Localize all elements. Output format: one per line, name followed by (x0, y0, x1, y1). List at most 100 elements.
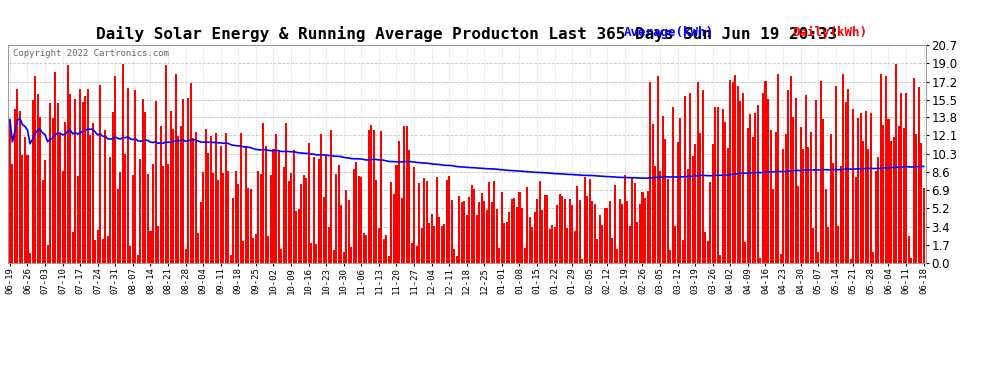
Bar (66, 65, 68, 262)
Bar (360, 177, 362, 262)
Bar (844, 102, 846, 262)
Bar (12, 164, 14, 262)
Bar (395, 165, 398, 262)
Bar (458, 196, 460, 262)
Bar (249, 189, 251, 262)
Bar (37, 94, 39, 262)
Bar (589, 179, 591, 262)
Bar (56, 103, 58, 262)
Bar (903, 129, 905, 262)
Bar (865, 111, 867, 262)
Bar (553, 227, 555, 262)
Bar (689, 93, 691, 262)
Bar (262, 123, 264, 262)
Bar (913, 78, 915, 262)
Bar (411, 243, 413, 262)
Bar (544, 195, 545, 262)
Bar (785, 134, 787, 262)
Text: Daily(kWh): Daily(kWh) (792, 26, 867, 39)
Bar (54, 72, 56, 262)
Bar (192, 138, 194, 262)
Bar (240, 133, 242, 262)
Bar (531, 227, 533, 262)
Bar (740, 101, 742, 262)
Bar (529, 217, 531, 262)
Bar (823, 119, 825, 262)
Bar (664, 139, 666, 262)
Bar (167, 164, 169, 262)
Bar (594, 204, 596, 262)
Bar (656, 76, 658, 262)
Bar (596, 239, 598, 262)
Bar (882, 125, 884, 262)
Bar (867, 149, 869, 262)
Bar (717, 107, 719, 262)
Bar (699, 133, 701, 262)
Bar (746, 128, 748, 262)
Bar (709, 182, 711, 262)
Bar (338, 165, 340, 262)
Bar (343, 252, 345, 262)
Bar (71, 232, 73, 262)
Bar (357, 176, 359, 262)
Bar (644, 198, 646, 262)
Bar (511, 199, 513, 262)
Bar (32, 100, 34, 262)
Bar (137, 255, 139, 262)
Bar (350, 247, 352, 262)
Bar (265, 146, 267, 262)
Bar (720, 255, 722, 262)
Text: Average(kWh): Average(kWh) (624, 26, 714, 39)
Bar (524, 248, 526, 262)
Title: Daily Solar Energy & Running Average Producton Last 365 Days Sun Jun 19 20:33: Daily Solar Energy & Running Average Pro… (96, 27, 838, 42)
Bar (393, 194, 395, 262)
Bar (202, 171, 204, 262)
Bar (363, 233, 365, 262)
Bar (682, 240, 684, 262)
Bar (671, 107, 673, 262)
Bar (586, 196, 588, 262)
Bar (388, 256, 390, 262)
Bar (777, 74, 779, 262)
Bar (488, 182, 490, 262)
Bar (195, 132, 197, 262)
Bar (471, 185, 473, 262)
Bar (130, 246, 132, 262)
Bar (418, 183, 420, 262)
Bar (243, 241, 245, 262)
Bar (107, 236, 109, 262)
Bar (277, 151, 279, 262)
Bar (795, 98, 797, 262)
Bar (568, 199, 570, 262)
Bar (385, 235, 387, 262)
Bar (92, 123, 94, 262)
Bar (877, 157, 879, 262)
Bar (187, 98, 189, 262)
Bar (460, 202, 462, 262)
Bar (455, 256, 457, 262)
Bar (185, 249, 187, 262)
Bar (69, 94, 71, 262)
Bar (920, 143, 922, 262)
Bar (556, 206, 558, 262)
Bar (571, 205, 573, 262)
Bar (473, 189, 475, 262)
Bar (450, 200, 452, 262)
Bar (800, 127, 802, 262)
Bar (154, 101, 156, 262)
Bar (104, 129, 106, 262)
Bar (679, 118, 681, 262)
Bar (774, 132, 776, 262)
Bar (642, 192, 644, 262)
Bar (282, 167, 284, 262)
Bar (47, 245, 49, 262)
Bar (501, 192, 503, 262)
Bar (305, 178, 307, 262)
Bar (516, 207, 518, 262)
Bar (310, 243, 312, 262)
Bar (315, 244, 317, 262)
Bar (815, 100, 817, 262)
Bar (27, 155, 29, 262)
Bar (483, 201, 485, 262)
Bar (182, 99, 184, 262)
